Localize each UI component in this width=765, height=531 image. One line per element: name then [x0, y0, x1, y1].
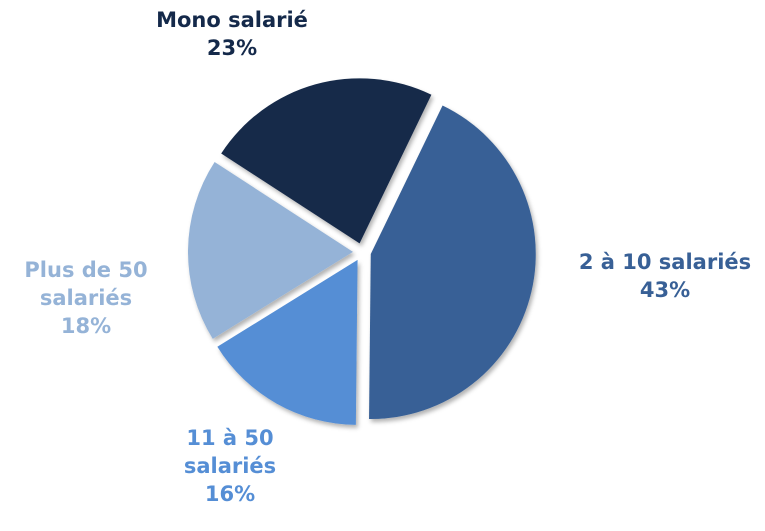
category-label: Mono salarié	[156, 8, 308, 32]
category-label: 2 à 10 salariés	[578, 250, 752, 274]
value-label: 43%	[639, 278, 691, 302]
category-label: 11 à 50 salariés	[183, 426, 277, 478]
pie-slice	[217, 259, 358, 425]
category-label: Plus de 50 salariés	[24, 258, 148, 310]
value-label: 23%	[206, 36, 258, 60]
slice-label: 11 à 50 salariés 16%	[165, 424, 295, 508]
slice-label: Mono salarié 23%	[102, 6, 362, 62]
pie-slice	[188, 162, 354, 339]
value-label: 18%	[60, 314, 112, 338]
slice-label: Plus de 50 salariés 18%	[1, 256, 171, 340]
pie-slice	[369, 105, 536, 420]
slice-label: 2 à 10 salariés 43%	[535, 248, 765, 304]
value-label: 16%	[204, 482, 256, 506]
pie-slice	[221, 78, 432, 244]
